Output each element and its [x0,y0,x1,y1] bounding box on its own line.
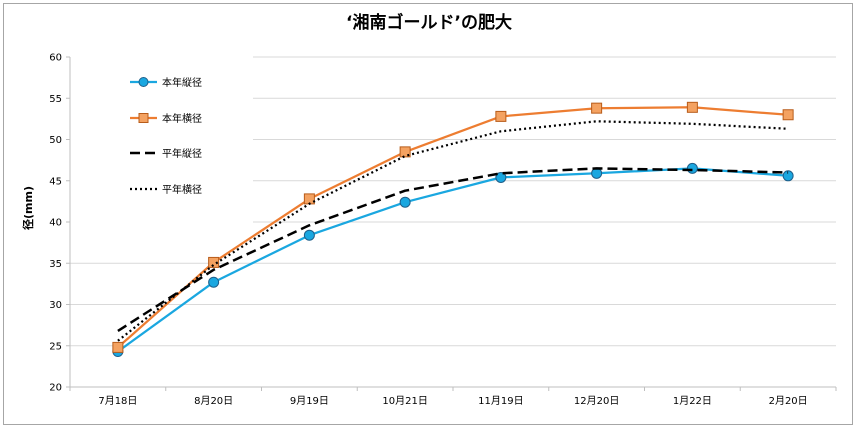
y-tick-label-20: 20 [49,383,62,394]
x-tick-label-1: 7月18日 [98,395,137,407]
y-tick-label-50: 50 [49,135,62,146]
chart-title: ‘湘南ゴールド’の肥大 [346,13,512,33]
data-point [303,193,315,205]
data-point [208,276,220,288]
data-point [208,256,220,268]
x-tick-label-5: 11月19日 [478,395,523,407]
y-tick-label-25: 25 [49,341,62,352]
data-point [686,101,698,113]
y-tick-label-60: 60 [49,53,62,64]
y-tick-label-45: 45 [49,176,62,187]
legend-label: 本年横径 [162,112,202,125]
legend-entry-1: 本年縦径 [130,76,202,89]
series-2 [112,101,794,353]
axes [66,56,837,391]
x-tick-label-7: 1月22日 [673,395,712,407]
y-tick-label-30: 30 [49,300,62,311]
data-point [591,102,603,114]
y-tick-label-40: 40 [49,218,62,229]
x-tick-label-3: 9月19日 [290,395,329,407]
y-tick-label-55: 55 [49,94,62,105]
chart-frame [3,3,853,425]
x-tick-labels: 7月18日 8月20日 9月19日 10月21日 11月19日 12月20日 1月22日 2月… [98,395,807,407]
x-tick-label-6: 12月20日 [574,395,619,407]
data-point [686,162,698,174]
data-point [495,110,507,122]
data-point [303,229,315,241]
data-point [782,170,794,182]
legend-label: 本年縦径 [162,76,202,89]
y-tick-label-35: 35 [49,259,62,270]
x-tick-label-4: 10月21日 [382,395,427,407]
data-point [782,109,794,121]
data-point [112,341,124,353]
series-group [112,101,794,358]
legend-entry-3: 平年縦径 [130,147,202,160]
series-line [117,167,789,332]
legend-swatch-marker [138,77,149,87]
series-3 [117,167,789,332]
data-point [399,196,411,208]
legend-label: 平年横径 [162,183,202,196]
series-line [117,120,789,342]
data-point [495,171,507,183]
legend-entry-2: 本年横径 [130,112,202,125]
gridlines [70,56,836,347]
series-4 [117,120,789,342]
series-line [117,106,789,349]
x-tick-label-2: 8月20日 [194,395,233,407]
legend-entry-4: 平年横径 [130,183,202,196]
x-tick-label-8: 2月20日 [769,395,808,407]
y-tick-labels: 20 25 30 35 40 45 50 55 60 [49,53,62,394]
legend-swatch-marker [138,113,149,123]
legend-label: 平年縦径 [162,147,202,160]
data-point [399,146,411,158]
